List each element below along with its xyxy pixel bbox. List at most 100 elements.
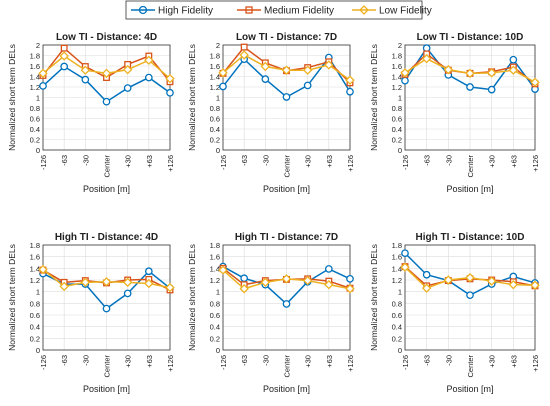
panel-6-xtick-label-6: +126 — [531, 355, 540, 372]
panel-5-ytick-label-7: 1.4 — [210, 264, 220, 273]
panel-2-series-low-fidelity-point-5 — [302, 65, 313, 75]
panel-4-ytick-label-8: 1.6 — [30, 253, 40, 262]
panel-3-series-high-fidelity-point-1 — [401, 76, 409, 85]
panel-4-xtick-label-4: +30 — [124, 355, 133, 368]
panel-4-xtick-label-0: -126 — [39, 355, 48, 370]
panel-1-series-high-fidelity-point-5 — [123, 84, 132, 92]
panel-6-ytick-label-1: 0.2 — [392, 334, 402, 343]
panel-2-xtick-label-2: -30 — [261, 155, 270, 166]
panel-1-ytick-label-6: 1.2 — [30, 83, 40, 92]
panel-6-ytick-label-8: 1.6 — [392, 253, 402, 262]
panel-5-series-low-fidelity-point-2 — [239, 284, 249, 294]
panel-3-ytick-label-9: 1.8 — [392, 52, 402, 61]
panel-4-ylabel: Normalized short term DELs — [7, 244, 17, 351]
panel-3-ytick-label-8: 1.6 — [392, 62, 402, 71]
panel-4-series-low-fidelity-point-1 — [38, 264, 48, 275]
panel-6-series-low-fidelity-point-2 — [421, 283, 432, 293]
panel-1-series-high-fidelity-point-2 — [60, 62, 69, 71]
panel-2-ytick-label-6: 1.2 — [210, 83, 220, 92]
panel-3-series-high-fidelity-point-6 — [509, 55, 518, 64]
panel-6-ytick-label-5: 1 — [398, 288, 402, 297]
panel-3-xtick-label-2: -30 — [444, 155, 453, 166]
panel-4-ytick-label-4: 0.8 — [30, 299, 40, 308]
panel-6-xlabel: Position [m] — [446, 384, 493, 394]
panel-1-xtick-label-0: -126 — [39, 155, 48, 170]
panel-2-ylabel: Normalized short term DELs — [187, 44, 197, 151]
panel-3-series-low-fidelity-point-2 — [421, 53, 432, 64]
panel-4-ytick-label-3: 0.6 — [30, 311, 40, 320]
panel-6-ylabel: Normalized short term DELs — [369, 244, 379, 351]
panel-1-xtick-label-1: -63 — [60, 155, 69, 166]
panel-3-series-low-fidelity-point-6 — [508, 65, 519, 75]
panel-1-ytick-label-1: 0.2 — [30, 136, 40, 145]
panel-3-ytick-label-6: 1.2 — [392, 83, 402, 92]
panel-1-ytick-label-8: 1.6 — [30, 62, 40, 71]
panel-1-ytick-label-4: 0.8 — [30, 104, 40, 113]
panel-1-xlabel: Position [m] — [83, 184, 130, 194]
panel-6-xtick-label-3: Center — [466, 355, 475, 378]
panel-1-series-high-fidelity-point-4 — [102, 97, 111, 106]
panel-1-series-low-fidelity-point-5 — [122, 64, 133, 75]
panel-3-ytick-label-5: 1 — [398, 94, 402, 103]
panel-5-xtick-label-4: +30 — [304, 355, 313, 368]
panel-5-series-low-fidelity-point-3 — [260, 277, 271, 288]
panel-4: 0 0.2 0.4 0.6 0.8 1 1.2 1.4 1.6 1.8 -126 -63 -30 Cent… — [7, 232, 175, 394]
panel-5-ytick-label-5: 1 — [216, 288, 220, 297]
panel-2-series-low-fidelity-point-6 — [324, 60, 334, 70]
panel-2-ytick-label-5: 1 — [216, 94, 220, 103]
panel-5-series-high-fidelity-point-7 — [346, 274, 354, 283]
legend-box — [125, 0, 423, 20]
panel-3-ytick-label-4: 0.8 — [392, 104, 402, 113]
panel-4-title: High TI - Distance: 4D — [55, 232, 158, 243]
panel-4-series-low-fidelity-point-7 — [165, 282, 175, 293]
panel-1-title: Low TI - Distance: 4D — [56, 32, 157, 43]
panel-4-series-low-fidelity-point-6 — [144, 278, 154, 289]
panel-1-xtick-label-5: +63 — [145, 155, 154, 168]
panel-1-series-high-fidelity-point-7 — [166, 88, 174, 97]
panel-2-xtick-label-6: +126 — [346, 155, 355, 172]
panel-4-axes-box — [42, 244, 171, 351]
panel-5-series-high-fidelity-point-6 — [324, 265, 333, 273]
panel-6-series-low-fidelity-point-7 — [530, 280, 540, 290]
panel-5-series-low-fidelity-point-5 — [302, 275, 313, 286]
panel-5-ytick-label-6: 1.2 — [210, 276, 220, 285]
panel-3-xtick-label-0: -126 — [401, 155, 410, 170]
panel-2-xtick-label-1: -63 — [240, 155, 249, 166]
panel-1-series-low-fidelity-point-6 — [144, 55, 154, 65]
panel-5-ytick-label-3: 0.6 — [210, 311, 220, 320]
panel-3-xtick-label-1: -63 — [423, 155, 432, 166]
panel-2-series-low-fidelity-point-3 — [260, 61, 271, 72]
panel-5-xtick-label-3: Center — [283, 355, 292, 378]
panel-5-ytick-label-8: 1.6 — [210, 253, 220, 262]
panel-4-xlabel: Position [m] — [83, 384, 130, 394]
panel-2-ytick-label-8: 1.6 — [210, 62, 220, 71]
panel-2-ytick-label-2: 0.4 — [210, 125, 220, 134]
panel-5-series-low-fidelity-point-1 — [218, 265, 228, 275]
panel-3-series-high-fidelity-point-5 — [487, 85, 496, 94]
panel-5-series-low-fidelity-point-4 — [281, 274, 292, 284]
panel-3-ytick-label-0: 0 — [398, 146, 402, 155]
panel-4-series-high-fidelity-point-4 — [102, 304, 111, 313]
panel-4-xtick-label-5: +63 — [145, 355, 154, 368]
panel-2-xtick-label-3: Center — [283, 155, 292, 178]
panel-4-ytick-label-5: 1 — [36, 288, 40, 297]
panel-3-axes-box — [404, 44, 536, 151]
panel-3-series-low-fidelity-point-1 — [400, 68, 410, 78]
panel-1-series-high-fidelity-point-6 — [144, 73, 153, 82]
panel-5-xtick-label-5: +63 — [325, 355, 334, 368]
legend-marker-high-fidelity — [138, 5, 148, 15]
panel-2-ytick-label-10: 2 — [216, 41, 220, 50]
panel-5-xlabel: Position [m] — [263, 384, 310, 394]
panel-2-series-high-fidelity-point-1 — [219, 82, 227, 91]
panel-4-ytick-label-6: 1.2 — [30, 276, 40, 285]
panel-6-series-low-fidelity-point-6 — [508, 279, 519, 290]
panel-2-series-medium-fidelity-point-2 — [240, 43, 248, 51]
panel-2-ytick-label-0: 0 — [216, 146, 220, 155]
panel-3-ylabel: Normalized short term DELs — [369, 44, 379, 151]
panel-3-series-low-fidelity-point-3 — [443, 64, 454, 75]
panel-4-series-high-fidelity-point-5 — [123, 289, 132, 298]
panel-6-ytick-label-6: 1.2 — [392, 276, 402, 285]
panel-6-ytick-label-2: 0.4 — [392, 323, 402, 332]
panel-4-series-high-fidelity-point-6 — [144, 267, 153, 276]
panel-3-xlabel: Position [m] — [446, 184, 493, 194]
